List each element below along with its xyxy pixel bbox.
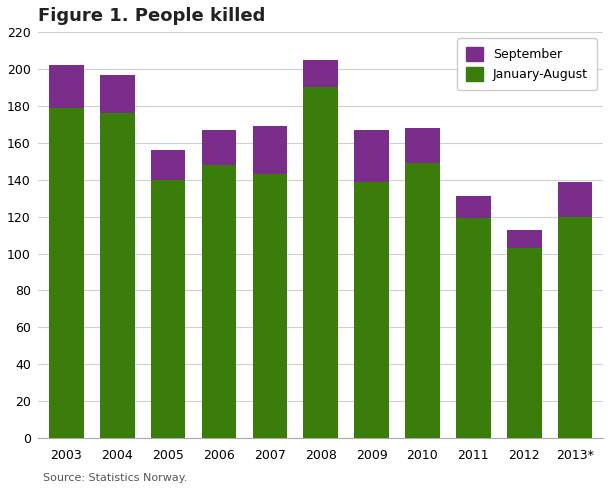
Text: Source: Statistics Norway.: Source: Statistics Norway.: [43, 473, 187, 483]
Bar: [202, 130, 236, 165]
Bar: [151, 150, 185, 180]
Bar: [354, 130, 389, 182]
Bar: [558, 217, 592, 438]
Bar: [456, 219, 490, 438]
Bar: [507, 248, 542, 438]
Bar: [354, 182, 389, 438]
Bar: [49, 108, 84, 438]
Bar: [253, 174, 287, 438]
Legend: September, January-August: September, January-August: [457, 38, 597, 90]
Bar: [405, 163, 440, 438]
Bar: [303, 60, 338, 87]
Bar: [558, 182, 592, 217]
Bar: [151, 180, 185, 438]
Bar: [100, 75, 135, 113]
Bar: [456, 196, 490, 219]
Bar: [49, 65, 84, 108]
Bar: [100, 113, 135, 438]
Bar: [202, 165, 236, 438]
Bar: [303, 87, 338, 438]
Text: Figure 1. People killed: Figure 1. People killed: [38, 7, 266, 25]
Bar: [405, 128, 440, 163]
Bar: [253, 126, 287, 174]
Bar: [507, 229, 542, 248]
